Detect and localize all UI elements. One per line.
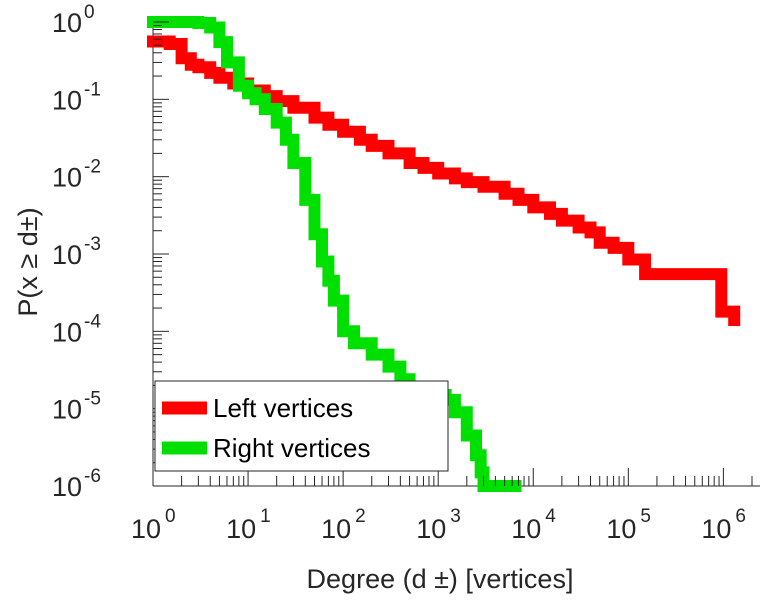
- legend-box: [154, 380, 449, 472]
- y-tick-label: 10: [52, 240, 82, 270]
- y-tick-exponent: -6: [84, 466, 101, 487]
- y-tick-label: 10: [52, 472, 82, 502]
- legend-label-right-vertices: Right vertices: [213, 433, 371, 463]
- x-tick-exponent: 0: [165, 506, 176, 527]
- x-tick-exponent: 6: [735, 506, 746, 527]
- y-tick-exponent: -4: [84, 311, 101, 332]
- y-tick-label: 10: [52, 317, 82, 347]
- ticks-layer: 10 010 -110 -210 -310 -410 -510 -610 0 10 1 10 2 10 3 1…: [52, 2, 753, 544]
- legend-label-left-vertices: Left vertices: [213, 393, 353, 423]
- x-axis-label: Degree (d ±) [vertices]: [307, 564, 574, 594]
- x-tick-label: 10: [511, 514, 541, 544]
- y-tick-label: 10: [52, 163, 82, 193]
- x-tick-exponent: 5: [640, 506, 651, 527]
- y-tick-exponent: -1: [84, 79, 101, 100]
- y-tick-label: 10: [52, 85, 82, 115]
- series-line-left-vertices: [147, 35, 741, 326]
- x-tick-label: 10: [701, 514, 731, 544]
- x-tick-label: 10: [321, 514, 351, 544]
- y-tick-exponent: -3: [84, 234, 101, 255]
- legend: Left vertices Right vertices: [154, 380, 449, 472]
- y-axis-label: P(x ≥ d±): [13, 207, 43, 316]
- series-layer: [147, 16, 741, 492]
- x-tick-label: 10: [606, 514, 636, 544]
- x-tick-label: 10: [226, 514, 256, 544]
- y-tick-label: 10: [52, 8, 82, 38]
- y-tick-exponent: 0: [84, 2, 95, 23]
- series-line-right-vertices: [147, 16, 522, 492]
- x-tick-label: 10: [416, 514, 446, 544]
- y-tick-label: 10: [52, 395, 82, 425]
- y-tick-exponent: -2: [84, 157, 101, 178]
- x-tick-exponent: 2: [355, 506, 366, 527]
- y-tick-exponent: -5: [84, 389, 101, 410]
- x-tick-exponent: 3: [450, 506, 461, 527]
- x-tick-exponent: 1: [260, 506, 271, 527]
- x-tick-label: 10: [131, 514, 161, 544]
- x-tick-exponent: 4: [545, 506, 556, 527]
